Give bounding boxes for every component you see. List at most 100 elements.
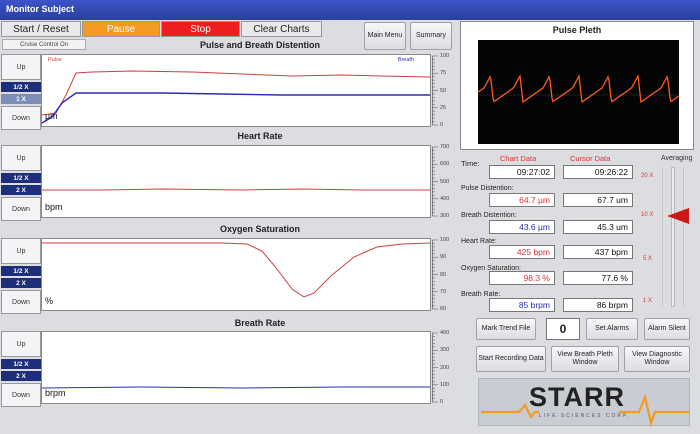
- averaging-tick-5x: 5 X: [643, 256, 653, 262]
- zoom-up-button-oxygen[interactable]: Up: [1, 238, 41, 264]
- y-axis-ticks-3: [432, 332, 438, 403]
- zoom-up-button-heart-rate[interactable]: Up: [1, 145, 41, 171]
- pulse-pleth-display: [477, 40, 680, 144]
- set-alarms-button[interactable]: Set Alarms: [586, 318, 638, 340]
- y-tick-label: 75: [440, 70, 447, 77]
- view-breath-pleth-button[interactable]: View Breath Pleth Window: [551, 346, 619, 372]
- pulse-cursor-value: 67.7 um: [563, 193, 633, 207]
- y-tick-label: 50: [440, 87, 447, 94]
- zoom-down-button-heart-rate[interactable]: Down: [1, 197, 41, 221]
- y-tick-label: 200: [440, 364, 450, 371]
- heart-rate-chart-value: 425 bpm: [489, 245, 555, 259]
- zoom-2x-button-breath-rate[interactable]: 2 X: [1, 371, 41, 381]
- clear-charts-button[interactable]: Clear Charts: [241, 21, 322, 37]
- y-axis-1: 700 600 500 400 300: [432, 144, 452, 219]
- unit-percent: %: [45, 296, 54, 306]
- pause-button[interactable]: Pause: [82, 21, 160, 37]
- alarm-silent-button[interactable]: Alarm Silent: [644, 318, 690, 340]
- view-diagnostic-button[interactable]: View Diagnostic Window: [624, 346, 690, 372]
- y-tick-label: 80: [440, 271, 447, 278]
- stop-button[interactable]: Stop: [161, 21, 240, 37]
- zoom-half-button-pulse-breath[interactable]: 1/2 X: [1, 82, 41, 92]
- cruise-control-toggle[interactable]: Cruise Control On: [2, 39, 86, 50]
- pleth-trace: [477, 74, 680, 104]
- zoom-2x-button-oxygen[interactable]: 2 X: [1, 278, 41, 288]
- y-tick-label: 70: [440, 288, 447, 295]
- zoom-half-button-breath-rate[interactable]: 1/2 X: [1, 359, 41, 369]
- y-tick-label: 100: [440, 237, 450, 243]
- heart-rate-label: Heart Rate:: [461, 238, 497, 245]
- oxygen-chart[interactable]: %: [41, 238, 431, 311]
- pulse-chart-value: 64.7 µm: [489, 193, 555, 207]
- y-tick-label: 100: [440, 381, 450, 388]
- unit-um: µm: [45, 111, 58, 121]
- heart-rate-chart[interactable]: bpm: [41, 145, 431, 218]
- chart-title-oxygen: Oxygen Saturation: [219, 224, 300, 234]
- y-axis-ticks-0: [432, 55, 438, 126]
- y-axis-ticks-1: [432, 146, 438, 217]
- breath-chart-value: 43.6 µm: [489, 220, 555, 234]
- pulse-pleth-panel: Pulse Pleth: [460, 21, 694, 150]
- unit-bpm: bpm: [45, 202, 63, 212]
- breath-rate-chart[interactable]: brpm: [41, 331, 431, 404]
- breath-cursor-value: 45.3 um: [563, 220, 633, 234]
- pulse-pleth-title: Pulse Pleth: [552, 25, 602, 35]
- chart-title-pulse-breath: Pulse and Breath Distention: [199, 40, 321, 50]
- averaging-label: Averaging: [661, 155, 693, 162]
- y-tick-label: 600: [440, 161, 450, 168]
- y-tick-label: 0: [440, 399, 444, 405]
- y-tick-label: 500: [440, 178, 450, 185]
- zoom-2x-button-heart-rate[interactable]: 2 X: [1, 185, 41, 195]
- start-reset-button[interactable]: Start / Reset: [1, 21, 81, 37]
- starr-logo: STARR LIFE SCIENCES CORP.: [478, 378, 690, 427]
- zoom-half-button-heart-rate[interactable]: 1/2 X: [1, 173, 41, 183]
- breath-rate-chart-value: 85 brpm: [489, 298, 555, 312]
- heart-rate-trace: [42, 188, 430, 191]
- breath-distention-label: Breath Distention:: [461, 212, 517, 219]
- y-axis-0: 100 75 50 25 0: [432, 53, 452, 128]
- time-label: Time:: [461, 159, 480, 168]
- unit-brpm: brpm: [45, 388, 66, 398]
- oxygen-chart-value: 98.3 %: [489, 271, 555, 285]
- legend-breath: Breath: [397, 57, 414, 63]
- oxygen-label: Oxygen Saturation:: [461, 265, 521, 272]
- zoom-down-button-pulse-breath[interactable]: Down: [1, 106, 41, 130]
- y-tick-label: 25: [440, 104, 447, 111]
- zoom-half-button-oxygen[interactable]: 1/2 X: [1, 266, 41, 276]
- trend-counter: 0: [546, 318, 580, 340]
- zoom-down-button-breath-rate[interactable]: Down: [1, 383, 41, 407]
- oxygen-cursor-value: 77.6 %: [563, 271, 633, 285]
- oxygen-trace: [42, 242, 430, 298]
- averaging-tick-10x: 10 X: [641, 212, 654, 218]
- logo-subtext: LIFE SCIENCES CORP.: [539, 413, 632, 419]
- pulse-distention-label: Pulse Distention:: [461, 185, 514, 192]
- zoom-down-button-oxygen[interactable]: Down: [1, 290, 41, 314]
- logo-heartbeat-icon: [481, 393, 689, 427]
- chart-title-breath-rate: Breath Rate: [234, 318, 286, 328]
- y-tick-label: 60: [440, 306, 447, 312]
- y-axis-3: 400 300 200 100 0: [432, 330, 452, 405]
- pulse-pleth-wave: [477, 74, 680, 104]
- start-recording-button[interactable]: Start Recording Data: [476, 346, 546, 372]
- cursor-data-label: Cursor Data: [570, 154, 611, 163]
- y-tick-label: 300: [440, 213, 450, 219]
- zoom-1x-button-pulse-breath[interactable]: 1 X: [1, 94, 41, 104]
- y-tick-label: 700: [440, 144, 450, 150]
- zoom-up-button-pulse-breath[interactable]: Up: [1, 54, 41, 80]
- chart-data-label: Chart Data: [500, 154, 537, 163]
- averaging-tick-1x: 1 X: [643, 298, 653, 304]
- mark-trend-file-button[interactable]: Mark Trend File: [476, 318, 536, 340]
- pulse-breath-chart[interactable]: Pulse Breath µm: [41, 54, 431, 127]
- y-tick-label: 400: [440, 195, 450, 202]
- chart-title-heart-rate: Heart Rate: [237, 131, 283, 141]
- averaging-slider-groove: [671, 167, 675, 307]
- y-axis-2: 100 90 80 70 60: [432, 237, 452, 312]
- y-tick-label: 400: [440, 330, 450, 336]
- averaging-slider-thumb[interactable]: [667, 208, 689, 224]
- logo-text: STARR: [529, 382, 625, 412]
- main-menu-button[interactable]: Main Menu: [364, 22, 406, 50]
- averaging-slider-track[interactable]: [662, 167, 684, 307]
- zoom-up-button-breath-rate[interactable]: Up: [1, 331, 41, 357]
- summary-button[interactable]: Summary: [410, 22, 452, 50]
- breath-rate-trace: [42, 386, 430, 389]
